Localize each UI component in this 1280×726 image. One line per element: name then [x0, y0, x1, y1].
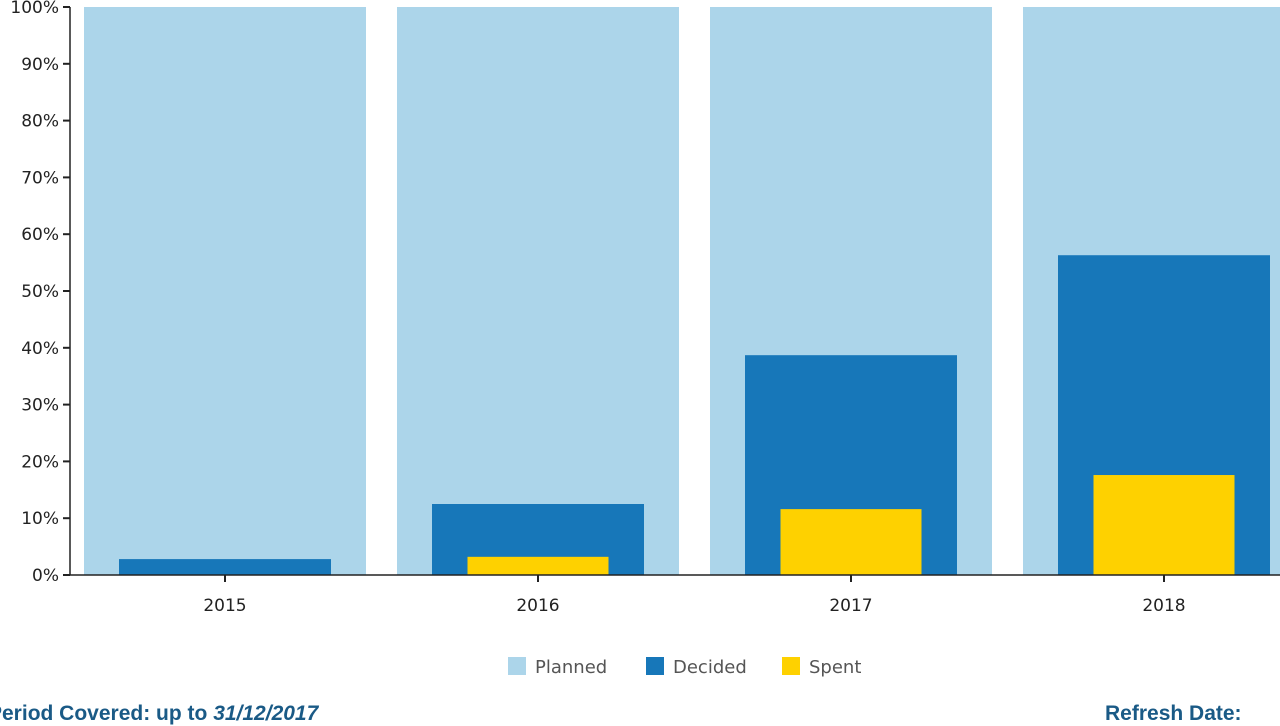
bar-decided-2015 [119, 559, 331, 575]
y-tick-label: 30% [21, 396, 59, 416]
y-tick-label: 0% [32, 566, 59, 586]
x-tick-label: 2015 [203, 596, 246, 616]
y-tick-label: 50% [21, 282, 59, 302]
bar-planned-2016 [397, 7, 679, 575]
y-tick-label: 60% [21, 225, 59, 245]
x-tick-label: 2017 [829, 596, 872, 616]
period-date: 31/12/2017 [213, 702, 319, 725]
bar-spent-2016 [467, 556, 609, 575]
bar-planned-2015 [84, 7, 366, 575]
legend-swatch-planned [508, 657, 526, 675]
refresh-date: Refresh Date: [1105, 702, 1242, 725]
y-tick-label: 100% [10, 0, 59, 18]
legend-label-decided: Decided [673, 657, 747, 678]
bar-spent-2017 [780, 509, 922, 575]
legend-swatch-decided [646, 657, 664, 675]
period-label: Period Covered: up to [0, 702, 214, 725]
y-tick-label: 20% [21, 452, 59, 472]
bar-spent-2018 [1093, 475, 1235, 575]
y-tick-label: 90% [21, 55, 59, 75]
x-tick-label: 2016 [516, 596, 559, 616]
y-tick-label: 70% [21, 168, 59, 188]
period-covered: Period Covered: up to 31/12/2017 [0, 702, 318, 726]
legend-label-spent: Spent [809, 657, 861, 678]
legend-swatch-spent [782, 657, 800, 675]
bar-chart: 2015 2016 2017 2018 0% 10% 20% 30% 40% 50% 60% 70% 8… [10, 0, 1280, 678]
y-tick-label: 80% [21, 112, 59, 132]
y-tick-label: 40% [21, 339, 59, 359]
x-tick-label: 2018 [1142, 596, 1185, 616]
legend-label-planned: Planned [535, 657, 607, 678]
y-tick-label: 10% [21, 509, 59, 529]
